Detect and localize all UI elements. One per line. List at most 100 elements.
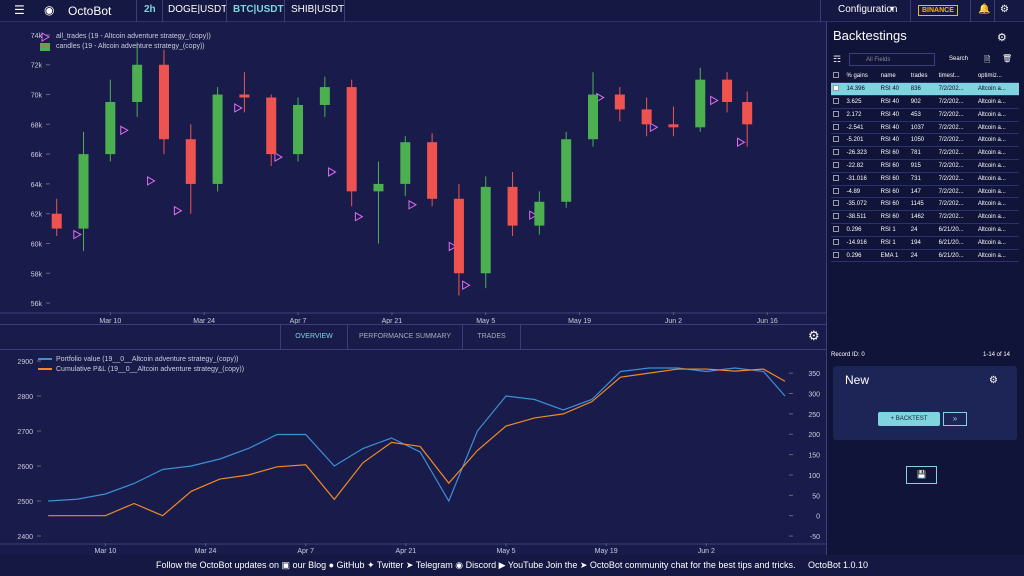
table-cell: 7/2/202...: [936, 172, 976, 186]
delete-icon[interactable]: 🗑: [1002, 54, 1013, 63]
trade-marker: [354, 211, 364, 222]
candle-body: [212, 94, 223, 184]
table-row[interactable]: -4.89 RSI 60 147 7/2/202... Altcoin a...: [831, 185, 1019, 199]
legend-label: Cumulative P&L (19__0__Altcoin adventure…: [56, 366, 244, 373]
more-button[interactable]: »: [943, 412, 967, 426]
table-row[interactable]: 14.396 RSI 40 836 7/2/202... Altcoin a...: [831, 82, 1019, 97]
table-row[interactable]: -38.511 RSI 60 1462 7/2/202... Altcoin a...: [831, 210, 1019, 225]
legend-label: Portfolio value (19__0__Altcoin adventur…: [56, 356, 239, 363]
configuration-menu[interactable]: Configuration: [838, 4, 898, 15]
table-cell: RSI 60: [878, 146, 909, 161]
record-range: 1-14 of 14: [983, 352, 1011, 358]
table-row[interactable]: 0.296 RSI 1 24 6/21/20... Altcoin a...: [831, 223, 1019, 237]
tab[interactable]: OVERVIEW: [280, 325, 348, 349]
y2-tick-label: -50: [810, 534, 820, 541]
export-icon[interactable]: 🗎: [984, 55, 991, 64]
checkbox[interactable]: [833, 238, 839, 245]
settings-icon[interactable]: ⚙: [997, 32, 1007, 44]
menu-icon[interactable]: ☰: [14, 3, 25, 17]
candle-body: [588, 94, 598, 140]
exchange-badge[interactable]: BINANCE: [918, 5, 958, 16]
legend-label: all_trades (19 - Altcoin adventure strat…: [56, 33, 211, 40]
settings-icon[interactable]: ⚙: [989, 375, 998, 386]
search-input[interactable]: All Fields: [849, 53, 935, 66]
table-row[interactable]: 3.625 RSI 40 902 7/2/202... Altcoin a...: [831, 95, 1019, 109]
table-cell: -14.916: [844, 236, 879, 250]
trade-marker: [234, 103, 243, 113]
y2-tick-label: 300: [808, 392, 820, 399]
table-cell: 6/21/20...: [936, 223, 976, 237]
table-row[interactable]: -31.016 RSI 60 731 7/2/202... Altcoin a...: [831, 172, 1019, 186]
backtest-button[interactable]: + BACKTEST: [878, 412, 940, 426]
checkbox[interactable]: [833, 187, 839, 194]
table-row[interactable]: -2.541 RSI 40 1037 7/2/202... Altcoin a...: [831, 121, 1019, 135]
legend-label: candles (19 - Altcoin adventure strategy…: [56, 43, 205, 50]
checkbox-cell: [831, 82, 845, 97]
x-tick-label: May 5: [476, 318, 495, 324]
search-button[interactable]: Search: [949, 56, 969, 62]
trade-marker: [710, 95, 719, 106]
table-cell: 731: [908, 172, 937, 186]
checkbox[interactable]: [833, 251, 839, 258]
trade-marker: [408, 199, 418, 210]
table-cell: 1145: [908, 197, 937, 212]
pair[interactable]: BTC|USDT: [233, 4, 284, 15]
table-row[interactable]: 2.172 RSI 40 453 7/2/202... Altcoin a...: [831, 108, 1019, 122]
legend-swatch: [41, 32, 51, 42]
table-cell: 1037: [908, 121, 937, 135]
table-row[interactable]: 0.296 EMA 1 24 6/21/20... Altcoin a...: [831, 249, 1019, 263]
candle-body: [668, 124, 679, 128]
table-cell: 915: [908, 159, 937, 173]
brand[interactable]: OctoBot: [68, 4, 112, 18]
column-header: optimiz...: [975, 70, 1019, 84]
checkbox[interactable]: [833, 97, 839, 104]
save-button[interactable]: 💾: [906, 466, 937, 484]
table-cell: Altcoin a...: [975, 210, 1019, 225]
table-cell: RSI 40: [878, 95, 909, 109]
version: OctoBot 1.0.10: [807, 560, 869, 570]
timeframe[interactable]: 2h: [144, 4, 156, 15]
table-row[interactable]: -5.201 RSI 40 1050 7/2/202... Altcoin a...: [831, 133, 1019, 148]
checkbox[interactable]: [833, 123, 839, 130]
y-tick-label: 56k: [31, 301, 43, 308]
notifications-icon[interactable]: 🔔: [978, 4, 991, 15]
checkbox[interactable]: [833, 136, 839, 143]
columns-icon[interactable]: ☶: [833, 54, 842, 64]
x-tick-label: Jun 2: [665, 318, 682, 324]
table-row[interactable]: -14.916 RSI 1 194 6/21/20... Altcoin a...: [831, 236, 1019, 250]
settings-icon[interactable]: ⚙: [808, 328, 820, 343]
table-cell: 14.396: [844, 82, 879, 97]
tab[interactable]: TRADES: [463, 325, 521, 349]
checkbox[interactable]: [833, 161, 839, 168]
table-row[interactable]: -22.82 RSI 60 915 7/2/202... Altcoin a...: [831, 159, 1019, 173]
trade-marker: [274, 152, 283, 162]
settings-icon[interactable]: ⚙: [1000, 4, 1009, 15]
checkbox-cell: [831, 249, 845, 263]
checkbox[interactable]: [833, 110, 839, 117]
table-row[interactable]: -26.323 RSI 60 781 7/2/202... Altcoin a...: [831, 146, 1019, 161]
checkbox[interactable]: [833, 149, 839, 156]
checkbox-cell: [831, 159, 845, 173]
table-row[interactable]: -35.072 RSI 60 1145 7/2/202... Altcoin a...: [831, 197, 1019, 212]
y-tick-label: 62k: [31, 212, 43, 219]
checkbox[interactable]: [833, 174, 839, 181]
table-cell: RSI 40: [878, 121, 909, 135]
panel-title: Backtestings: [833, 28, 907, 43]
backtestings-table: % gains name trades timest... optimiz... 14.3…: [831, 70, 1019, 263]
tab[interactable]: PERFORMANCE SUMMARY: [348, 325, 463, 349]
table-cell: 7/2/202...: [936, 159, 976, 173]
pair[interactable]: SHIB|USDT: [291, 4, 345, 15]
checkbox[interactable]: [833, 225, 839, 232]
table-cell: -26.323: [844, 146, 879, 161]
checkbox[interactable]: [833, 213, 839, 220]
candle-body: [534, 201, 545, 226]
table-cell: -35.072: [844, 197, 879, 212]
y-tick-label: 2600: [17, 464, 33, 471]
record-id: Record ID: 0: [831, 352, 865, 358]
checkbox[interactable]: [833, 85, 839, 92]
x-tick-label: Apr 21: [382, 318, 403, 324]
checkbox[interactable]: [833, 72, 839, 79]
checkbox[interactable]: [833, 200, 839, 207]
pair[interactable]: DOGE|USDT: [168, 4, 228, 15]
new-panel: New ⚙ + BACKTEST »: [833, 366, 1017, 440]
